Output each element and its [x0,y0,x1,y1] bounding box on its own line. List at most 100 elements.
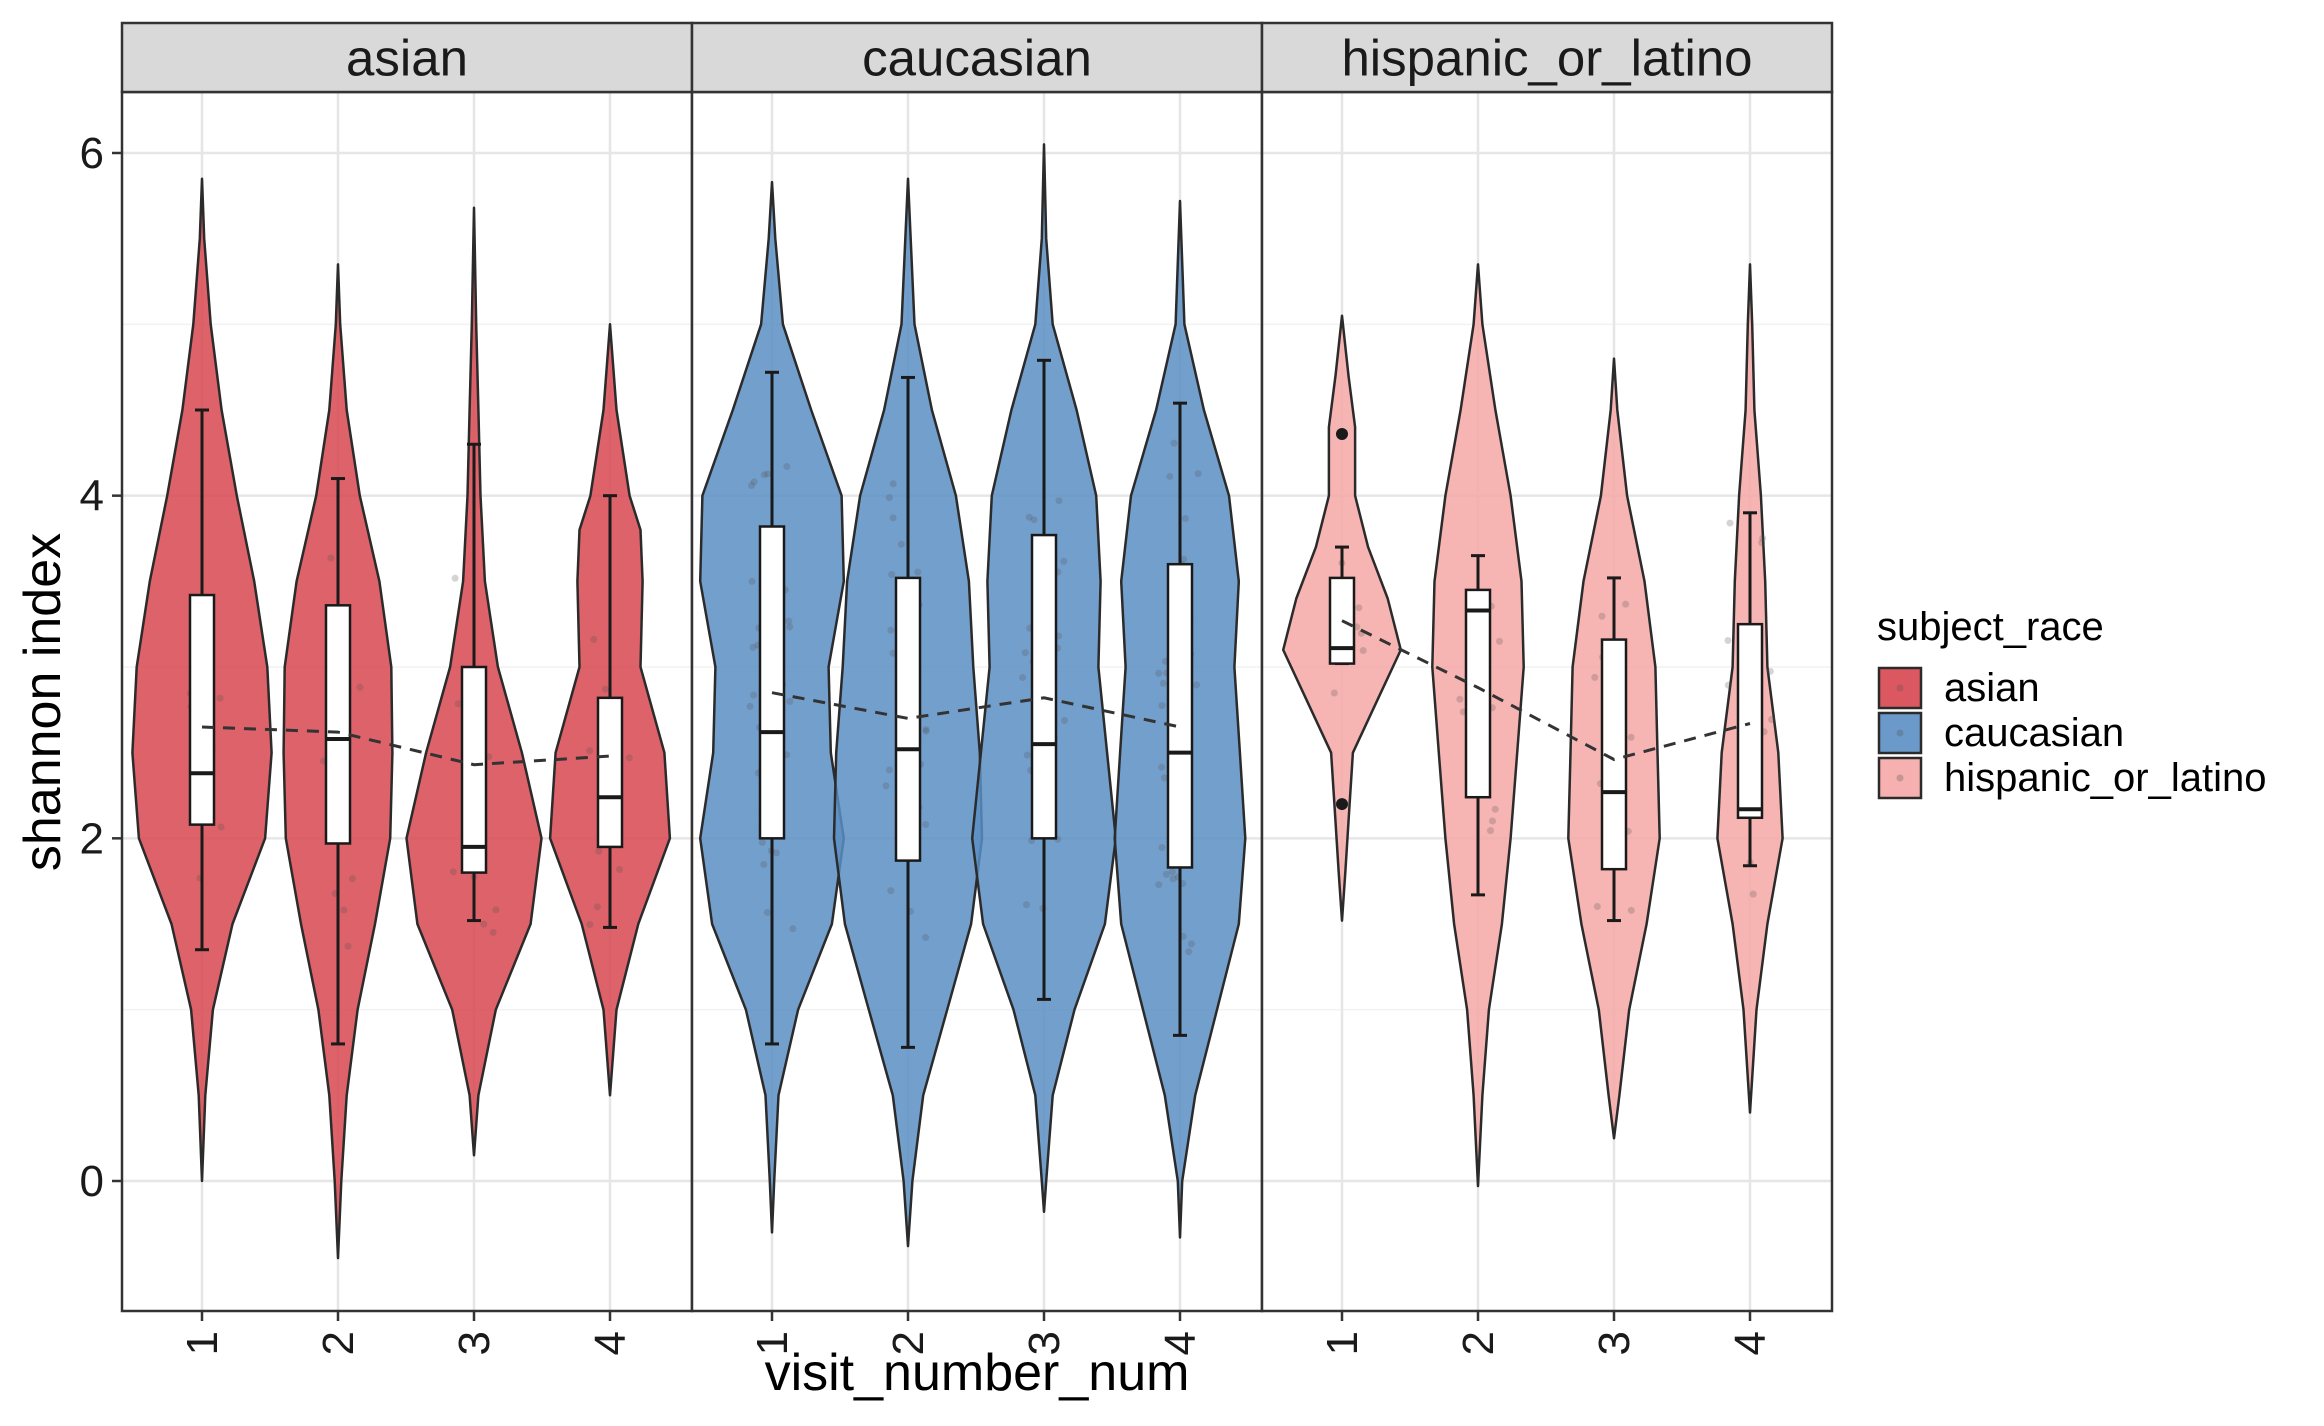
x-tick-label: 2 [314,1331,363,1355]
x-tick-label: 1 [1318,1331,1367,1355]
jitter-point [1155,881,1163,889]
jitter-point [772,849,780,857]
box-asian-visit-1 [188,593,216,826]
jitter-point [1456,695,1464,703]
legend-label-hispanic_or_latino: hispanic_or_latino [1944,756,2266,800]
jitter-point [1162,870,1170,878]
jitter-point [1158,763,1166,771]
jitter-point [786,623,794,631]
facet-panel-hispanic_or_latino: hispanic_or_latino 1 2 3 4 [1260,21,1834,1355]
jitter-point [750,691,758,699]
jitter-point [216,694,224,702]
jitter-point [889,480,897,488]
jitter-point [327,554,335,562]
box-asian-visit-3 [460,665,488,874]
jitter-point [888,571,896,579]
jitter-point [789,925,797,933]
box-caucasian-visit-4 [1166,562,1194,869]
jitter-point [1060,717,1068,725]
facet-strip-label: asian [346,30,468,87]
facet-strip [120,21,694,94]
jitter-point [601,685,609,693]
legend-key-point [1896,729,1904,737]
jitter-point [1724,637,1732,645]
jitter-point [758,838,766,846]
jitter-point [1593,902,1601,910]
jitter-point [595,847,603,855]
facet-strip-label: caucasian [862,30,1092,87]
jitter-point [1491,805,1499,813]
box-caucasian-visit-2 [894,576,922,862]
jitter-point [1019,674,1027,682]
jitter-point [749,643,757,651]
jitter-point [746,702,754,710]
legend-label-asian: asian [1944,666,2040,710]
jitter-point [1487,827,1495,835]
x-tick-label: 3 [450,1331,499,1355]
jitter-point [897,540,905,548]
y-tick-label: 0 [80,1157,104,1206]
x-tick-label: 1 [178,1331,227,1355]
jitter-point [1359,647,1367,655]
jitter-point [889,514,897,522]
jitter-point [454,700,462,708]
jitter-point [1591,673,1599,681]
jitter-point [1181,514,1189,522]
jitter-point [760,471,768,479]
jitter-point [1022,901,1030,909]
x-tick-label: 4 [586,1331,635,1355]
jitter-point [492,906,500,914]
box-hispanic_or_latino-visit-2 [1464,588,1492,799]
box-asian-visit-2 [324,604,352,845]
jitter-point [1758,539,1766,547]
jitter-point [1749,890,1757,898]
box-hispanic_or_latino-visit-4 [1736,622,1764,820]
jitter-point [922,725,930,733]
box-caucasian-visit-3 [1030,533,1058,840]
jitter-point [887,887,895,895]
jitter-point [1155,669,1163,677]
jitter-point [764,470,772,478]
jitter-point [1023,751,1031,759]
jitter-point [1622,600,1630,608]
jitter-point [1766,667,1774,675]
facet-strip [690,21,1264,94]
jitter-point [1627,906,1635,914]
mean-trend-line-caucasian [771,691,1181,729]
jitter-point [885,766,893,774]
jitter-point [1158,702,1166,710]
jitter-point [1194,470,1202,478]
jitter-point [1060,557,1068,565]
facet-strip-label: hispanic_or_latino [1341,30,1752,87]
outlier-point [1336,427,1348,440]
jitter-point [1187,940,1195,948]
jitter-point [593,903,601,911]
jitter-point [1726,519,1734,527]
jitter-point [586,920,594,928]
jitter-point [783,462,791,470]
jitter-point [922,934,930,942]
jitter-point [887,626,895,634]
jitter-point [1179,932,1187,940]
jitter-point [1180,555,1188,563]
jitter-point [1025,513,1033,521]
legend-key-point [1896,774,1904,782]
legend-key-point [1896,684,1904,692]
jitter-point [1021,649,1029,657]
jitter-point [785,617,793,625]
facet-panel-asian: asian 1 2 3 4 [120,21,694,1355]
jitter-point [489,928,497,936]
facet-panel-caucasian: caucasian 1 2 3 4 [690,21,1264,1355]
x-tick-label: 3 [1020,1331,1069,1355]
box-asian-visit-4 [596,696,624,849]
legend-key-caucasian [1877,711,1923,755]
legend-key-asian [1877,666,1923,710]
jitter-point [1169,875,1177,883]
x-tick-label: 4 [1726,1331,1775,1355]
y-tick-label: 2 [80,814,104,863]
jitter-point [1158,844,1166,852]
jitter-point [1055,497,1063,505]
jitter-point [1724,681,1732,689]
x-axis-title: visit_number_num [765,1344,1190,1402]
